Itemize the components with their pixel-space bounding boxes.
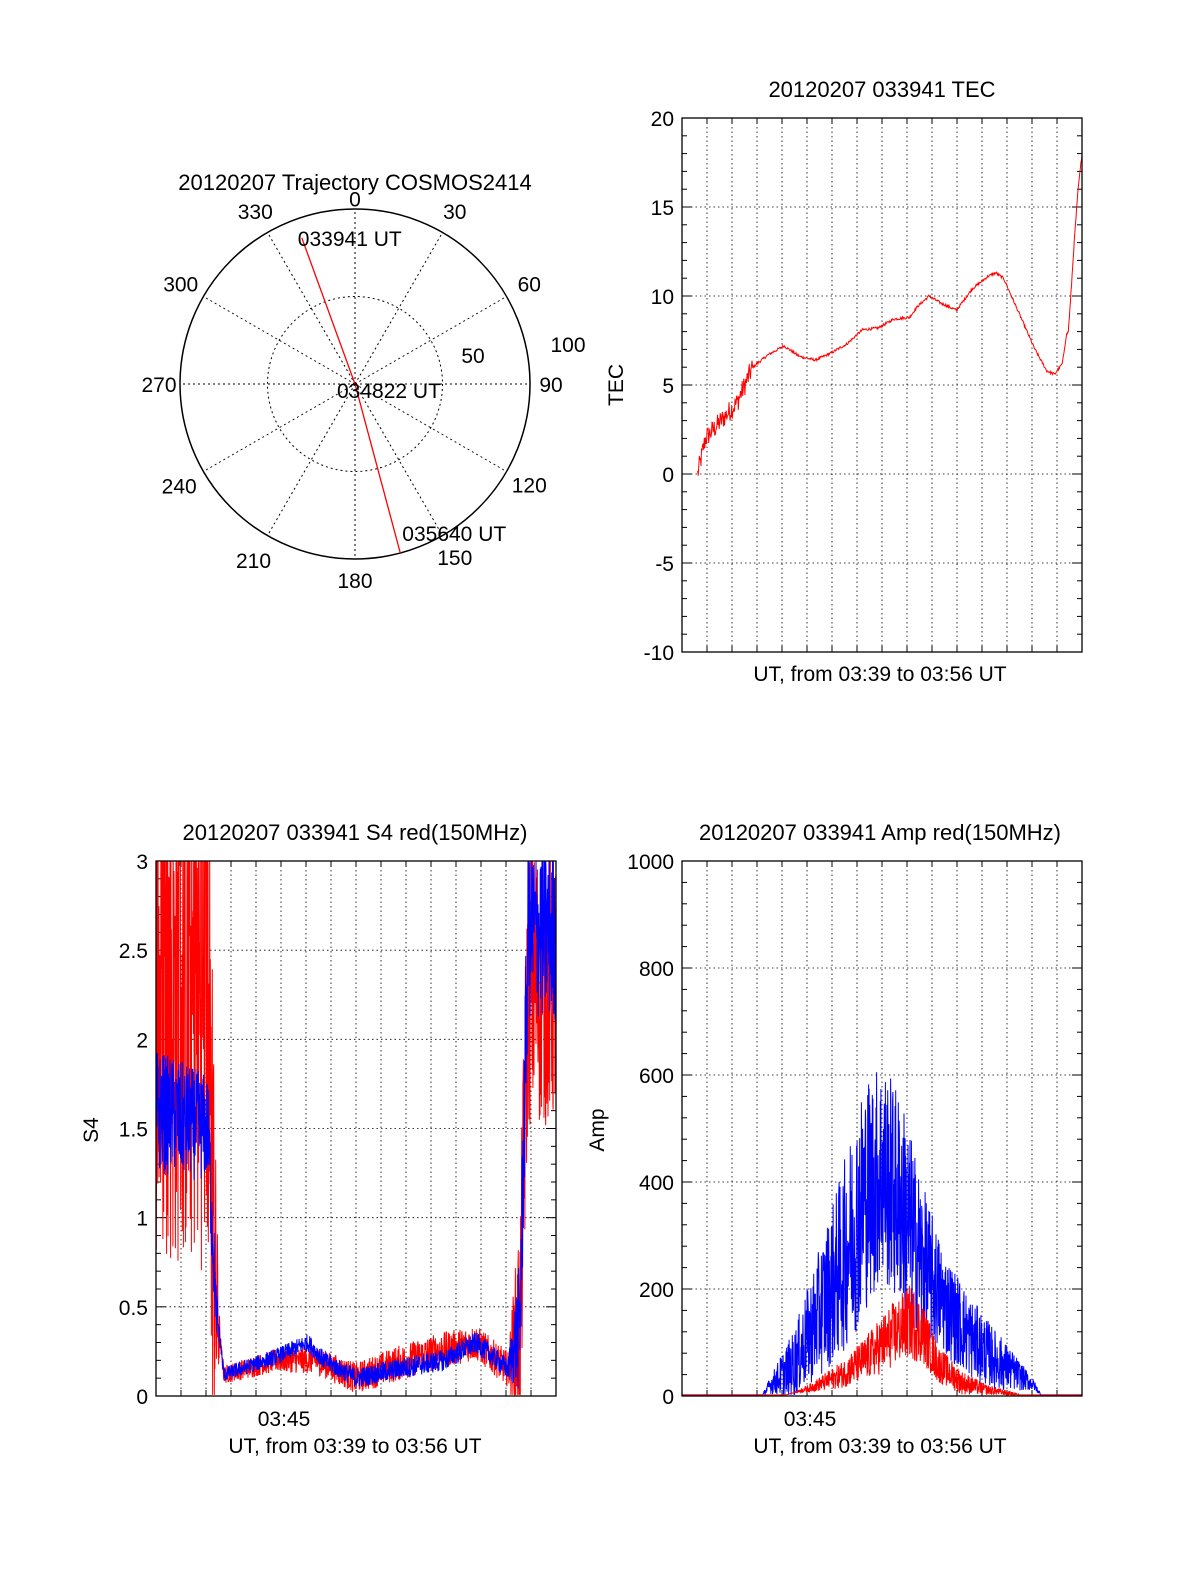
polar-title: 20120207 Trajectory COSMOS2414 xyxy=(178,170,531,195)
y-tick-label: 0.5 xyxy=(119,1297,148,1320)
radial-label: 100 xyxy=(550,334,585,357)
plot-frame xyxy=(155,860,557,1397)
radial-label: 50 xyxy=(461,345,484,368)
polar-spoke xyxy=(203,296,356,385)
amp-xlabel: UT, from 03:39 to 03:56 UT xyxy=(753,1435,1006,1458)
amp-ylabel: Amp xyxy=(586,1108,609,1151)
y-tick-label: 2.5 xyxy=(119,940,148,963)
x-tick-label: 03:45 xyxy=(258,1408,311,1431)
polar-spoke xyxy=(354,232,443,385)
y-tick-label: -5 xyxy=(655,553,674,576)
y-tick-label: 800 xyxy=(639,958,674,981)
polar-spoke xyxy=(203,383,356,472)
azimuth-label: 300 xyxy=(163,273,198,296)
s4-xlabel: UT, from 03:39 to 03:56 UT xyxy=(228,1435,481,1458)
y-tick-label: 0 xyxy=(662,1386,674,1409)
y-tick-label: 600 xyxy=(639,1065,674,1088)
plot-frame xyxy=(681,117,1083,653)
amp-plot: 20120207 033941 Amp red(150MHz) UT, from… xyxy=(586,820,1083,1458)
y-tick-label: 1 xyxy=(136,1208,148,1231)
polar-spoke xyxy=(267,383,356,536)
s4-plot: 20120207 033941 S4 red(150MHz) UT, from … xyxy=(80,820,557,1458)
azimuth-label: 150 xyxy=(437,547,472,570)
azimuth-label: 0 xyxy=(349,189,361,212)
trajectory-time-label: 033941 UT xyxy=(298,228,402,251)
azimuth-label: 180 xyxy=(337,570,372,593)
y-tick-label: 200 xyxy=(639,1279,674,1302)
polar-spoke xyxy=(354,383,507,472)
tec-series-line xyxy=(697,154,1083,476)
azimuth-label: 240 xyxy=(162,476,197,499)
trajectory-polar-plot: 0 30 60 90 120 150 180 210 240 270 300 330 50 100 0339… xyxy=(141,170,585,593)
y-tick-label: 10 xyxy=(651,286,674,309)
tec-title: 20120207 033941 TEC xyxy=(768,77,995,102)
azimuth-label: 330 xyxy=(238,201,273,224)
polar-spoke xyxy=(354,296,507,385)
y-tick-label: 1000 xyxy=(627,851,674,874)
plot-frame xyxy=(681,860,1083,1397)
x-tick-label: 03:45 xyxy=(784,1408,837,1431)
azimuth-label: 120 xyxy=(512,475,547,498)
azimuth-label: 210 xyxy=(236,550,271,573)
y-tick-label: 5 xyxy=(662,375,674,398)
amp-title: 20120207 033941 Amp red(150MHz) xyxy=(699,820,1061,845)
polar-spoke xyxy=(354,383,443,536)
polar-outer-circle xyxy=(179,208,531,560)
azimuth-label: 60 xyxy=(518,273,541,296)
y-tick-label: 3 xyxy=(136,851,148,874)
azimuth-label: 90 xyxy=(539,374,562,397)
polar-spoke xyxy=(267,232,356,385)
y-tick-label: 15 xyxy=(651,197,674,220)
azimuth-label: 270 xyxy=(141,374,176,397)
azimuth-label: 30 xyxy=(443,201,466,224)
y-tick-label: 400 xyxy=(639,1172,674,1195)
y-tick-label: 1.5 xyxy=(119,1119,148,1142)
tec-ylabel: TEC xyxy=(605,364,628,406)
trajectory-line xyxy=(301,237,401,554)
y-tick-label: 20 xyxy=(651,108,674,131)
y-tick-label: 2 xyxy=(136,1029,148,1052)
amp-panel-series-red xyxy=(682,1285,1082,1396)
y-tick-label: 0 xyxy=(662,464,674,487)
tec-plot: 20120207 033941 TEC UT, from 03:39 to 03… xyxy=(605,77,1083,686)
polar-inner-circle xyxy=(267,296,443,472)
s4-panel-series-blue xyxy=(156,861,556,1389)
tec-xlabel: UT, from 03:39 to 03:56 UT xyxy=(753,663,1006,686)
y-tick-label: -10 xyxy=(644,642,674,665)
s4-title: 20120207 033941 S4 red(150MHz) xyxy=(183,820,528,845)
s4-ylabel: S4 xyxy=(80,1117,103,1143)
trajectory-time-label: 035640 UT xyxy=(402,523,506,546)
y-tick-label: 0 xyxy=(136,1386,148,1409)
trajectory-time-label: 034822 UT xyxy=(337,380,441,403)
